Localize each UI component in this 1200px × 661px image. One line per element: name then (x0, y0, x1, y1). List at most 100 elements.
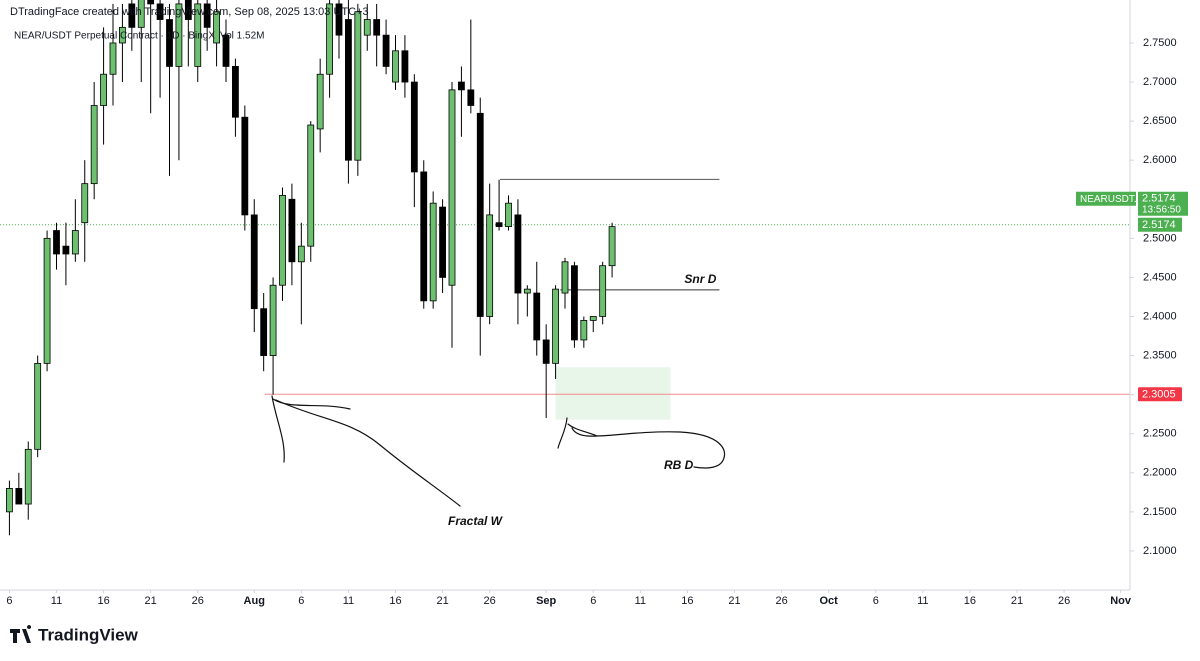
candle-body (119, 26, 126, 44)
candle-body (222, 34, 230, 67)
candle-body (561, 261, 569, 294)
footer-logo: TradingView (10, 625, 139, 644)
x-tick-label: Nov (1110, 595, 1132, 607)
pen-stroke (272, 398, 351, 410)
candle-body (608, 226, 616, 267)
candle-body (175, 3, 183, 67)
x-tick-label: 26 (484, 595, 496, 607)
zone (555, 367, 671, 420)
price-tag-label: 2.5174 (1142, 219, 1176, 231)
plot-area (0, 0, 1130, 536)
pen-drawings (271, 395, 726, 507)
candle-body (514, 214, 522, 294)
countdown-label: 13:56:50 (1142, 204, 1181, 215)
candle-body (81, 183, 89, 224)
y-tick-label: 2.4500 (1143, 271, 1177, 283)
logo-mark (10, 625, 32, 643)
candle-body (279, 194, 286, 286)
candle-body (137, 0, 145, 28)
pen-stroke (271, 395, 285, 463)
annotation-fractal: Fractal W (448, 514, 504, 528)
x-tick-label: 11 (343, 595, 354, 607)
x-tick-label: 6 (298, 595, 304, 607)
y-tick-label: 2.3500 (1143, 349, 1177, 361)
candle-body (260, 308, 268, 356)
price-tag (1138, 387, 1182, 402)
candle-body (429, 202, 437, 302)
candle-body (62, 245, 70, 255)
candle-body (43, 237, 51, 364)
candle-body (580, 319, 588, 341)
candle-body (156, 3, 164, 20)
price-tag-label: 2.3005 (1142, 389, 1176, 401)
candle-body (476, 112, 484, 317)
candle-body (184, 0, 192, 20)
x-tick-label: Aug (244, 595, 265, 607)
x-tick-label: 21 (1011, 595, 1023, 607)
candle-body (147, 0, 155, 5)
candle-body (345, 19, 352, 161)
logo-text: TradingView (38, 625, 139, 644)
candle-body (533, 292, 541, 341)
price-tag-label: 2.5174 (1142, 193, 1176, 205)
candle-body (128, 3, 136, 28)
candle-body (542, 339, 550, 364)
candle-body (335, 3, 343, 36)
candle-body (467, 89, 475, 106)
candle-body (109, 42, 117, 75)
candle-body (269, 284, 277, 356)
annotation-rb: RB D (664, 458, 694, 472)
candle-body (401, 50, 409, 83)
level-label: Snr D (684, 272, 716, 286)
price-tag (1138, 217, 1182, 232)
candle-body (250, 214, 258, 310)
x-tick-label: 16 (97, 595, 109, 607)
y-tick-label: 2.1500 (1143, 506, 1177, 518)
candle-body (6, 488, 13, 513)
y-tick-label: 2.1000 (1143, 545, 1177, 557)
candle-body (382, 34, 390, 67)
candle-body (194, 3, 202, 67)
candle-body (373, 19, 381, 36)
pen-stroke (571, 427, 726, 469)
candle-body (363, 19, 371, 36)
candle-body (420, 171, 428, 302)
candle-body (316, 73, 324, 130)
candle-body (15, 488, 23, 505)
y-tick-label: 2.6000 (1143, 154, 1177, 166)
x-tick-label: 21 (436, 595, 448, 607)
symbol-text: NEAR/USDT Perpetual Contract · 1D · Bing… (14, 31, 215, 42)
candle-body (458, 81, 465, 91)
candle-body (71, 230, 79, 255)
candle-body (599, 265, 607, 317)
y-tick-label: 2.5000 (1143, 232, 1177, 244)
x-tick-label: 26 (1058, 595, 1070, 607)
candle-body (34, 362, 42, 450)
candle-body (448, 89, 456, 286)
x-tick-label: 6 (590, 595, 596, 607)
x-tick-label: 21 (728, 595, 740, 607)
x-tick-label: 11 (917, 595, 928, 607)
candle-body (53, 230, 60, 255)
x-tick-label: 11 (635, 595, 646, 607)
candle-body (571, 265, 578, 341)
candle-body (24, 448, 32, 505)
x-tick-label: Sep (536, 595, 556, 607)
credit-text: DTradingFace created with TradingView.co… (10, 6, 369, 18)
y-tick-label: 2.7500 (1143, 37, 1177, 49)
x-tick-label: 21 (145, 595, 157, 607)
pen-stroke (557, 417, 568, 449)
candle-body (495, 222, 503, 228)
x-tick-label: 26 (775, 595, 787, 607)
x-tick-label: 6 (873, 595, 879, 607)
candle-body (354, 11, 362, 161)
y-tick-label: 2.6500 (1143, 115, 1177, 127)
y-tick-label: 2.2000 (1143, 467, 1177, 479)
candle-body (326, 3, 333, 75)
x-tick-label: 6 (6, 595, 12, 607)
candle-body (241, 116, 249, 216)
pen-stroke (275, 399, 461, 507)
volume-text: Vol 1.52M (220, 31, 264, 42)
